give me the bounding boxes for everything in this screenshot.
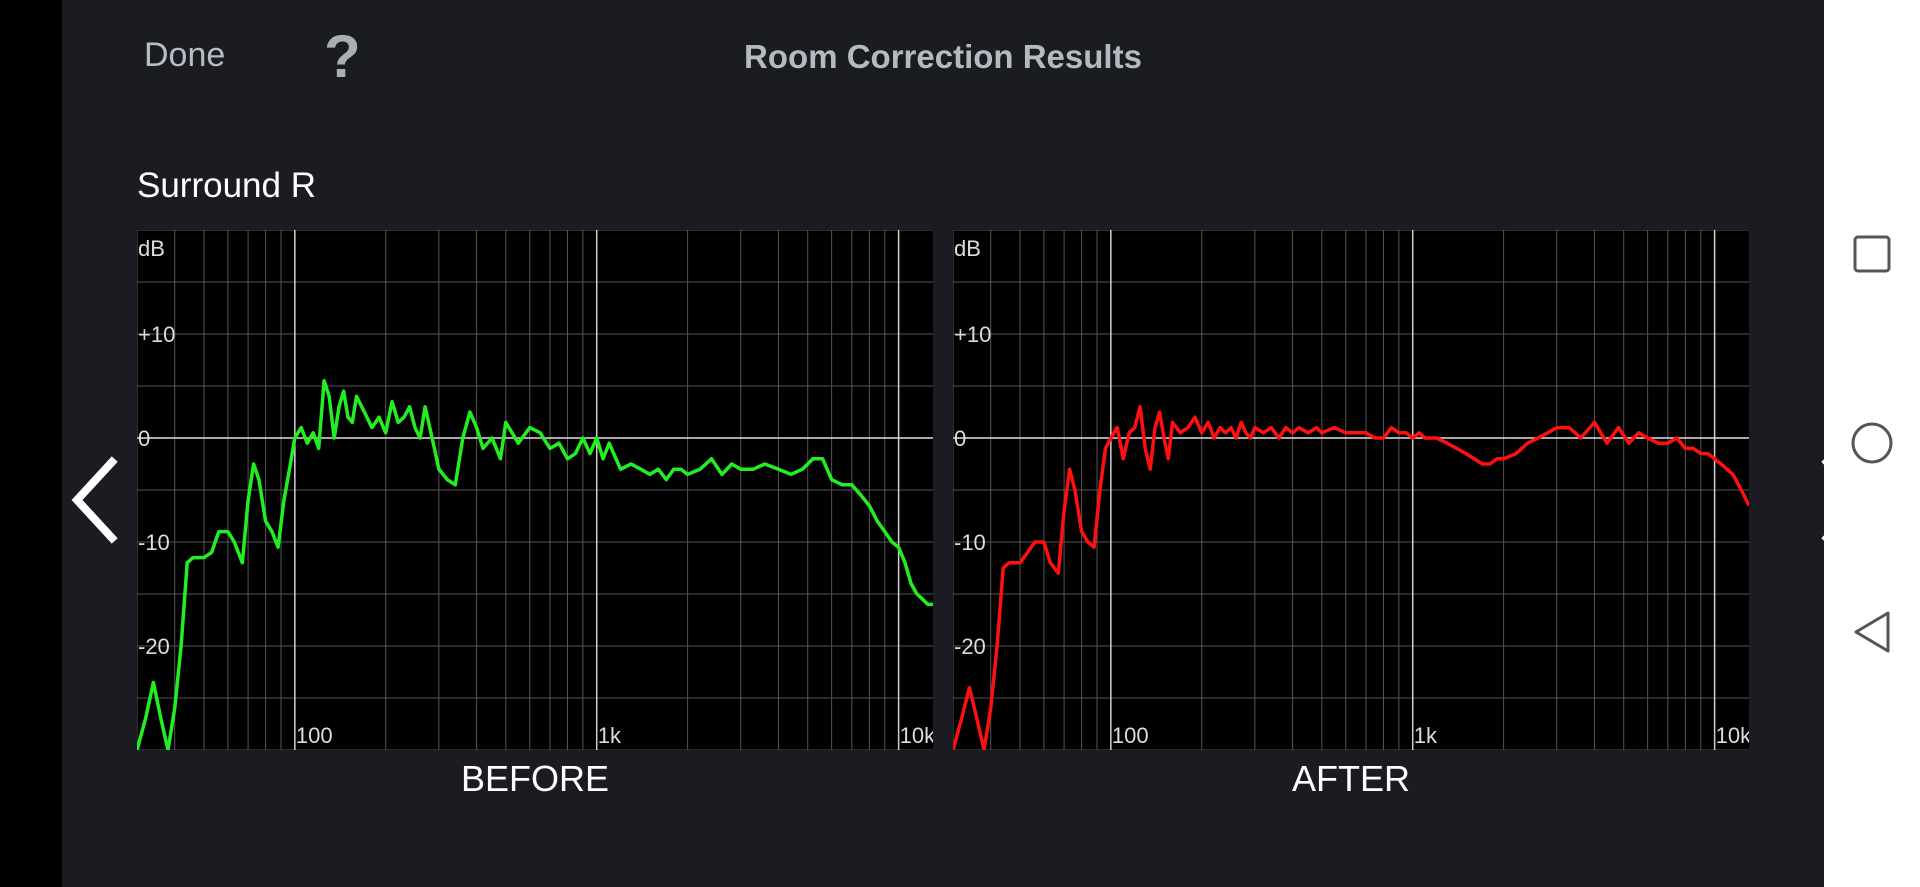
after-xtick-label: 10k Hz (1716, 723, 1749, 748)
after-series-line (953, 405, 1749, 750)
before-xtick-label: 100 (296, 723, 333, 748)
before-ylabel: dB (138, 236, 165, 261)
before-caption: BEFORE (460, 758, 610, 799)
before-ytick-label: 0 (138, 426, 150, 451)
before-ytick-label: -10 (138, 530, 170, 555)
after-chart-plot: dB +10 0 -10 -20 100 1k 10k Hz (953, 230, 1749, 750)
left-edge-bar (0, 0, 62, 887)
after-ytick-label: +10 (954, 322, 991, 347)
system-nav-bar (1824, 0, 1920, 887)
after-ytick-label: 0 (954, 426, 966, 451)
after-xtick-label: 1k (1414, 723, 1438, 748)
after-xtick-label: 100 (1112, 723, 1149, 748)
after-grid (953, 230, 1749, 750)
after-caption: AFTER (1291, 758, 1410, 799)
before-grid (137, 230, 933, 750)
channel-name: Surround R (137, 166, 316, 205)
after-ytick-label: -10 (954, 530, 986, 555)
after-ylabel: dB (954, 236, 981, 261)
before-chart-plot: dB +10 0 -10 -20 100 1k 10k Hz (137, 230, 933, 750)
before-xtick-label: 1k (598, 723, 622, 748)
before-ytick-label: +10 (138, 322, 175, 347)
app-screen: Done ? Room Correction Results Surround … (62, 0, 1868, 887)
after-ytick-label: -20 (954, 634, 986, 659)
page-title: Room Correction Results (744, 38, 1142, 75)
home-circle-icon[interactable] (1846, 417, 1898, 469)
before-chart: dB +10 0 -10 -20 100 1k 10k Hz (137, 230, 933, 750)
before-ytick-label: -20 (138, 634, 170, 659)
back-triangle-icon[interactable] (1846, 606, 1898, 658)
after-chart: dB +10 0 -10 -20 100 1k 10k Hz (953, 230, 1749, 750)
before-series-line (137, 379, 933, 750)
recent-apps-square-icon[interactable] (1846, 228, 1898, 280)
before-xtick-label: 10k Hz (900, 723, 933, 748)
done-button[interactable]: Done (144, 36, 226, 74)
chevron-left-icon[interactable] (67, 450, 127, 550)
help-button[interactable]: ? (324, 23, 361, 90)
